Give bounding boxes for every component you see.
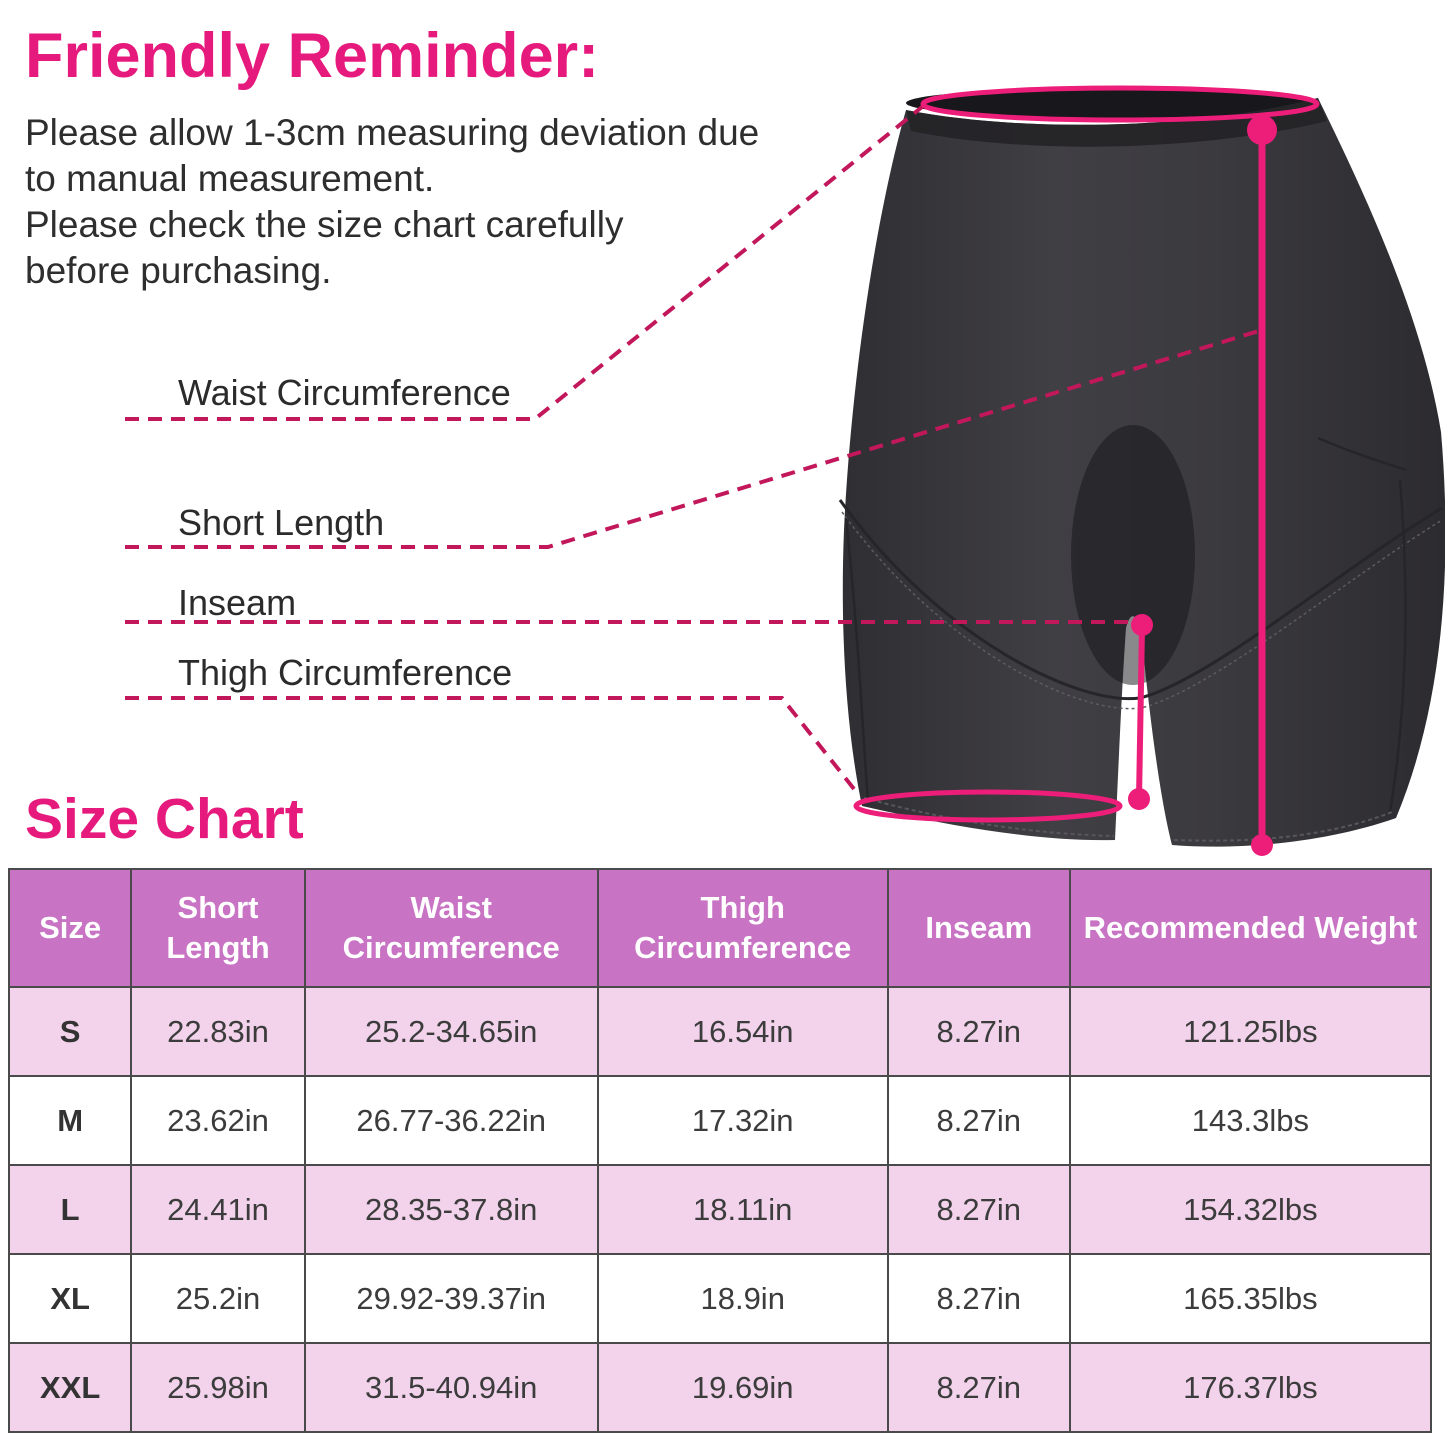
table-cell: 154.32lbs [1068, 1164, 1433, 1255]
table-cell: 22.83in [130, 986, 306, 1077]
table-cell: 121.25lbs [1068, 986, 1433, 1077]
inseam-bottom-dot [1128, 788, 1150, 810]
thigh-circumference-label: Thigh Circumference [178, 652, 513, 693]
reminder-line: before purchasing. [25, 250, 332, 291]
table-cell: XL [7, 1253, 133, 1344]
table-cell: 8.27in [886, 1342, 1071, 1433]
table-cell: 26.77-36.22in [303, 1075, 599, 1166]
table-cell: 25.2in [130, 1253, 306, 1344]
short-length-top-dot [1247, 115, 1277, 145]
table-cell: 31.5-40.94in [303, 1342, 599, 1433]
right-hem-stitch [1173, 811, 1393, 842]
table-row: XXL 25.98in 31.5-40.94in 19.69in 8.27in … [7, 1342, 1433, 1433]
inseam-label: Inseam [178, 582, 297, 623]
product-figure [125, 85, 1445, 856]
column-header-inseam: Inseam [886, 868, 1071, 988]
right-pocket-opening [1317, 436, 1407, 472]
table-cell: 25.98in [130, 1342, 306, 1433]
table-cell: 176.37lbs [1068, 1342, 1433, 1433]
table-cell: L [7, 1164, 133, 1255]
column-header-size: Size [7, 868, 133, 988]
right-pocket-seam [1388, 479, 1407, 813]
size-chart-heading: Size Chart [25, 787, 304, 851]
table-row: S 22.83in 25.2-34.65in 16.54in 8.27in 12… [7, 986, 1433, 1077]
waist-circumference-label: Waist Circumference [178, 372, 511, 413]
reminder-line: Please allow 1-3cm measuring deviation d… [25, 112, 760, 153]
left-hem-stitch [863, 797, 1115, 837]
table-cell: 16.54in [596, 986, 889, 1077]
waist-measure-ellipse [920, 85, 1320, 123]
thigh-connector-dashed [125, 696, 860, 796]
table-cell: 8.27in [886, 1253, 1071, 1344]
column-header-thigh: Thigh Circumference [596, 868, 889, 988]
waist-connector-dashed [125, 105, 924, 421]
table-row: L 24.41in 28.35-37.8in 18.11in 8.27in 15… [7, 1164, 1433, 1255]
waistband [906, 98, 1327, 147]
table-cell: 17.32in [596, 1075, 889, 1166]
table-cell: 18.9in [596, 1253, 889, 1344]
reminder-line: Please check the size chart carefully [25, 204, 624, 245]
table-cell: 8.27in [886, 1075, 1071, 1166]
column-header-short-length: Short Length [130, 868, 306, 988]
shadow-detail [1071, 425, 1195, 685]
size-chart-table: Size Short Length Waist Circumference Th… [7, 868, 1433, 1433]
table-cell: 8.27in [886, 1164, 1071, 1255]
belly-seam-stitch [841, 511, 1443, 710]
table-cell: S [7, 986, 133, 1077]
table-row: XL 25.2in 29.92-39.37in 18.9in 8.27in 16… [7, 1253, 1433, 1344]
short-length-connector-dashed [125, 328, 1263, 549]
short-length-label: Short Length [178, 502, 385, 543]
short-length-bottom-dot [1251, 834, 1273, 856]
left-pocket-seam [844, 517, 870, 803]
table-cell: 24.41in [130, 1164, 306, 1255]
table-cell: 8.27in [886, 986, 1071, 1077]
table-cell: 143.3lbs [1068, 1075, 1433, 1166]
table-cell: 29.92-39.37in [303, 1253, 599, 1344]
table-cell: 19.69in [596, 1342, 889, 1433]
table-row: M 23.62in 26.77-36.22in 17.32in 8.27in 1… [7, 1075, 1433, 1166]
reminder-section: Friendly Reminder: Please allow 1-3cm me… [25, 20, 825, 294]
table-cell: 23.62in [130, 1075, 306, 1166]
table-cell: XXL [7, 1342, 133, 1433]
waist-opening [906, 88, 1318, 118]
column-header-weight: Recommended Weight [1068, 868, 1433, 988]
reminder-title: Friendly Reminder: [25, 21, 600, 91]
table-cell: 18.11in [596, 1164, 889, 1255]
table-cell: M [7, 1075, 133, 1166]
reminder-line: to manual measurement. [25, 158, 435, 199]
table-cell: 165.35lbs [1068, 1253, 1433, 1344]
inseam-top-dot [1131, 614, 1153, 636]
table-header-row: Size Short Length Waist Circumference Th… [7, 868, 1433, 988]
table-cell: 25.2-34.65in [303, 986, 599, 1077]
thigh-measure-ellipse [853, 789, 1123, 823]
column-header-waist: Waist Circumference [303, 868, 599, 988]
inseam-measure-line [1136, 626, 1145, 800]
table-cell: 28.35-37.8in [303, 1164, 599, 1255]
